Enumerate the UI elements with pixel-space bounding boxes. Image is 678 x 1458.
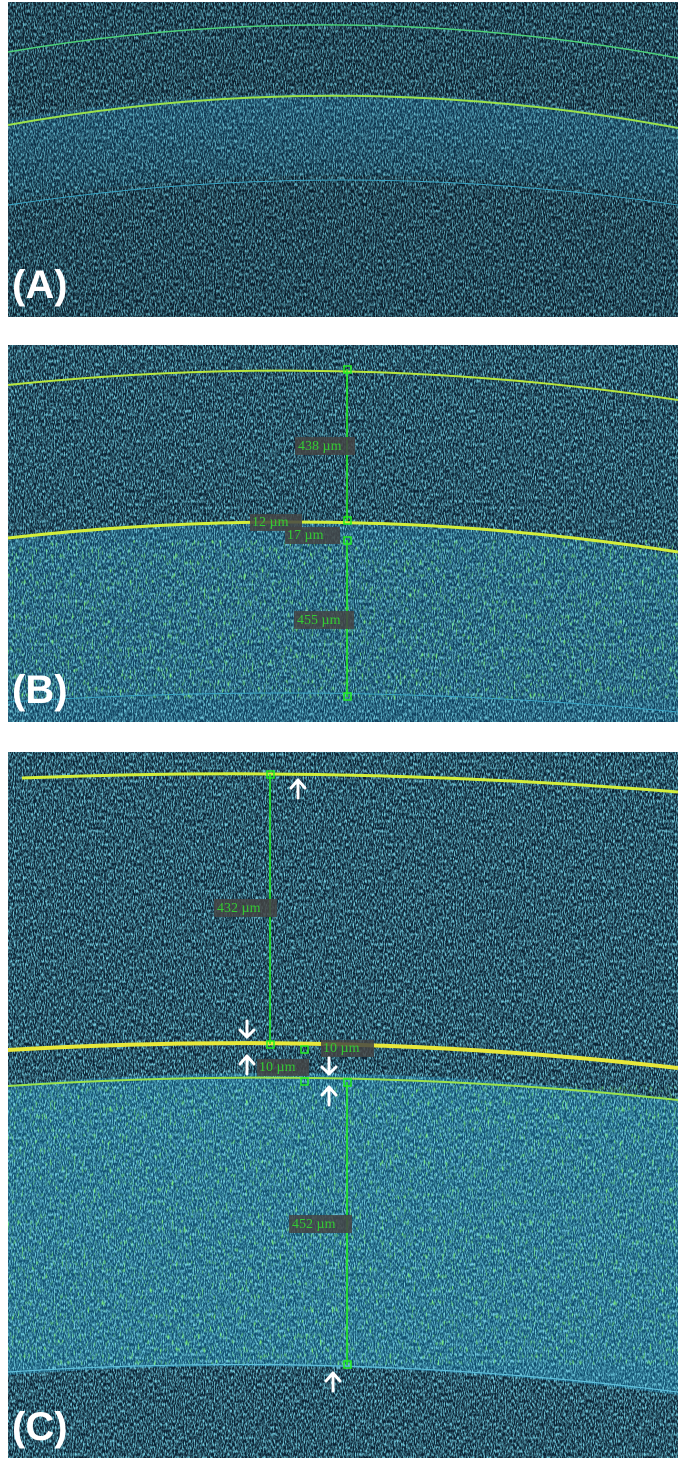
arrow: [238, 1054, 256, 1076]
marker: [343, 516, 352, 525]
marker: [266, 1040, 275, 1049]
measurement: 432 µm: [217, 901, 261, 916]
epithelium-edge: [7, 24, 678, 59]
endothelium: [7, 179, 678, 206]
marker: [343, 692, 352, 701]
marker: [343, 1078, 352, 1087]
marker: [300, 1045, 309, 1054]
measurement: 455 µm: [297, 613, 341, 628]
arrow: [320, 1085, 338, 1107]
panel-c: 432 µm 10 µm 10 µm 452 µm (C): [7, 752, 678, 1458]
label-box: [285, 527, 340, 544]
panel-a: (A): [7, 2, 678, 317]
measurement: 12 µm: [252, 515, 289, 530]
label-box: [295, 437, 355, 455]
arrow: [320, 1056, 338, 1076]
label-box: [214, 899, 277, 917]
marker: [343, 536, 352, 545]
arrow: [324, 1371, 342, 1393]
label-box: [321, 1040, 374, 1057]
measurement: 10 µm: [259, 1060, 296, 1075]
marker: [266, 770, 275, 779]
label-box: [289, 1215, 352, 1233]
measurement: 10 µm: [323, 1041, 360, 1056]
panel-label: (C): [12, 1405, 68, 1449]
panel-label: (A): [12, 263, 68, 307]
panel-label: (B): [12, 668, 68, 712]
measurement: 438 µm: [298, 439, 342, 454]
marker: [343, 365, 352, 374]
epithelium-edge: [21, 772, 678, 794]
panel-b: 438 µm 12 µm 17 µm 455 µm (B): [7, 345, 678, 722]
bowman-layer: [7, 94, 678, 129]
marker: [300, 1077, 309, 1086]
speckle: [8, 2, 678, 317]
measurement: 452 µm: [292, 1217, 336, 1232]
marker: [343, 1360, 352, 1369]
arrow: [238, 1019, 256, 1039]
label-box: [250, 514, 302, 531]
label-box: [294, 611, 354, 629]
label-box: [257, 1059, 309, 1076]
arrow: [289, 778, 307, 800]
measurement: 17 µm: [287, 528, 324, 543]
